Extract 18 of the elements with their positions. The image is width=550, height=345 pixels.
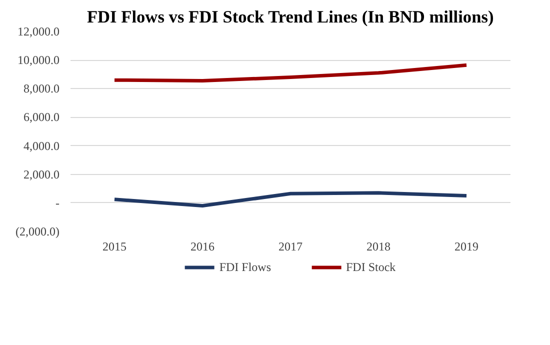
- y-tick-label: 2,000.0: [24, 167, 60, 182]
- legend-label: FDI Flows: [219, 260, 272, 274]
- legend-label: FDI Stock: [346, 260, 396, 274]
- x-tick-label: 2019: [454, 240, 478, 254]
- x-tick-label: 2017: [278, 240, 302, 254]
- y-tick-label: 10,000.0: [18, 53, 60, 68]
- y-tick-label: 6,000.0: [24, 110, 60, 124]
- x-tick-label: 2016: [190, 240, 214, 254]
- y-tick-label: (2,000.0): [16, 224, 60, 238]
- y-tick-label: 4,000.0: [24, 138, 60, 153]
- chart-title: FDI Flows vs FDI Stock Trend Lines (In BND millions): [86, 8, 494, 26]
- y-tick-label: 12,000.0: [18, 24, 60, 38]
- y-tick-label: -: [56, 196, 60, 210]
- x-tick-label: 2015: [102, 240, 126, 254]
- x-tick-label: 2018: [366, 240, 390, 254]
- line-series: [112, 63, 468, 83]
- y-tick-label: 8,000.0: [24, 82, 60, 96]
- line-series: [112, 191, 468, 208]
